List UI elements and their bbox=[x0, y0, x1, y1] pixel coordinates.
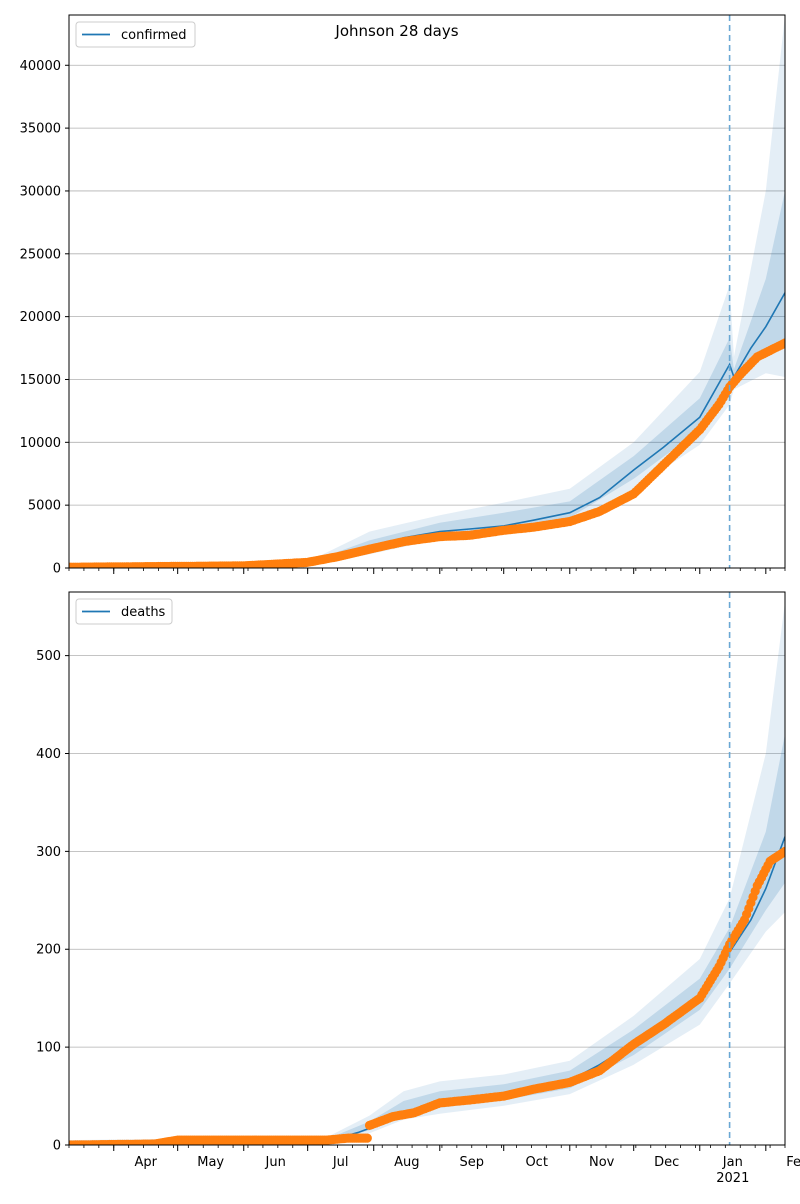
x-tick-label: Sep bbox=[460, 1155, 485, 1170]
y-tick-label: 200 bbox=[36, 943, 61, 958]
legend-label: deaths bbox=[121, 605, 166, 620]
y-tick-label: 30000 bbox=[20, 184, 61, 199]
x-tick-label: Oct bbox=[525, 1155, 547, 1170]
x-year-label: 2021 bbox=[716, 1171, 749, 1186]
y-tick-label: 0 bbox=[53, 1139, 61, 1154]
observed-points bbox=[69, 338, 785, 568]
y-tick-label: 40000 bbox=[20, 59, 61, 74]
y-tick-label: 400 bbox=[36, 747, 61, 762]
y-tick-label: 10000 bbox=[20, 436, 61, 451]
x-tick-label: Jul bbox=[332, 1155, 349, 1170]
y-tick-label: 300 bbox=[36, 845, 61, 860]
y-tick-label: 25000 bbox=[20, 247, 61, 262]
legend: deaths bbox=[75, 598, 173, 625]
x-tick-label: Apr bbox=[134, 1155, 157, 1170]
x-tick-label: Dec bbox=[654, 1155, 679, 1170]
observed-point bbox=[780, 846, 785, 856]
confirmed-panel: 0 5000 10000 15000 20000 25000 30000 35000 40000… bbox=[20, 14, 786, 577]
y-tick-label: 15000 bbox=[20, 373, 61, 388]
observed-point bbox=[780, 338, 785, 348]
deaths-panel: 0 100 200 300 400 500 Apr May Jun Jul Aug Sep Oct Nov… bbox=[36, 591, 800, 1186]
chart-title: Johnson 28 days bbox=[334, 22, 458, 40]
x-tick-label: Nov bbox=[589, 1155, 615, 1170]
y-tick-label: 20000 bbox=[20, 310, 61, 325]
y-tick-label: 35000 bbox=[20, 122, 61, 137]
legend: confirmed bbox=[75, 21, 196, 48]
legend-box bbox=[75, 21, 196, 48]
x-tick-label: Jan bbox=[722, 1155, 743, 1170]
y-tick-label: 500 bbox=[36, 649, 61, 664]
x-tick-label: Feb bbox=[786, 1155, 800, 1170]
y-tick-label: 5000 bbox=[28, 499, 61, 514]
y-tick-label: 0 bbox=[53, 562, 61, 577]
observed-point bbox=[362, 1133, 372, 1143]
y-tick-label: 100 bbox=[36, 1041, 61, 1056]
legend-label: confirmed bbox=[121, 28, 187, 43]
x-tick-label: Jun bbox=[265, 1155, 286, 1170]
x-tick-label: Aug bbox=[394, 1155, 419, 1170]
plot-area bbox=[69, 15, 785, 568]
x-tick-label: May bbox=[197, 1155, 224, 1170]
legend-box bbox=[75, 598, 173, 625]
